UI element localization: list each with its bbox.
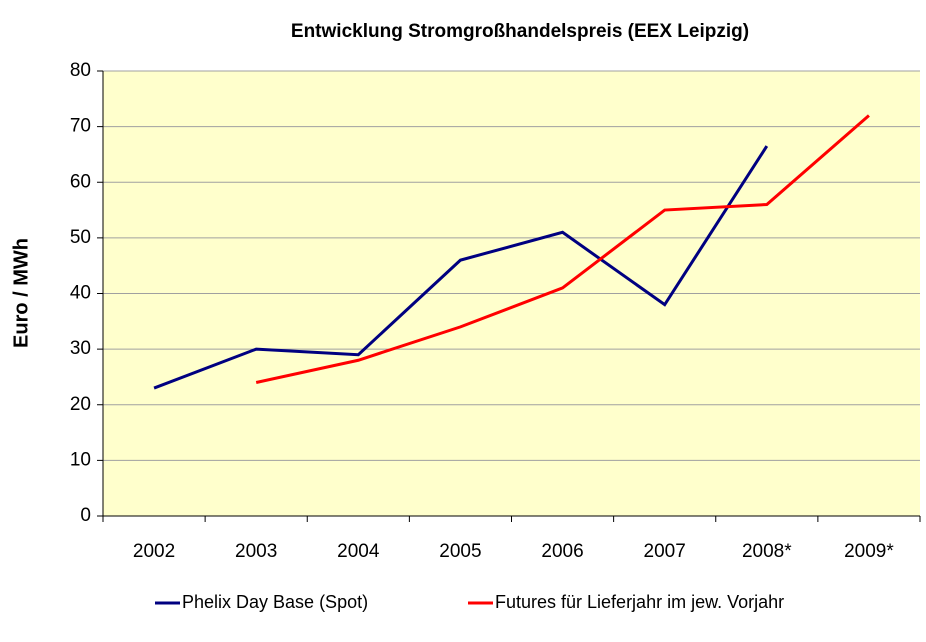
y-tick-label: 80 bbox=[70, 60, 91, 81]
x-tick-label: 2002 bbox=[133, 541, 175, 562]
x-tick-label: 2007 bbox=[644, 541, 686, 562]
x-tick-label: 2006 bbox=[541, 541, 583, 562]
y-tick-label: 20 bbox=[70, 394, 91, 415]
y-axis-label: Euro / MWh bbox=[10, 238, 32, 348]
y-tick-label: 60 bbox=[70, 171, 91, 192]
y-tick-label: 40 bbox=[70, 283, 91, 304]
y-tick-label: 10 bbox=[70, 449, 91, 470]
x-tick-label: 2003 bbox=[235, 541, 277, 562]
series-line bbox=[255, 114, 870, 384]
y-tick-label: 0 bbox=[80, 505, 91, 526]
y-tick-label: 70 bbox=[70, 116, 91, 137]
x-tick-label: 2005 bbox=[439, 541, 481, 562]
x-tick-label: 2008* bbox=[742, 541, 792, 562]
y-tick-label: 50 bbox=[70, 227, 91, 248]
x-tick-label: 2009* bbox=[844, 541, 894, 562]
y-tick-label: 30 bbox=[70, 338, 91, 359]
legend-label: Futures für Lieferjahr im jew. Vorjahr bbox=[495, 592, 784, 612]
legend-label: Phelix Day Base (Spot) bbox=[182, 592, 368, 612]
chart-title: Entwicklung Stromgroßhandelspreis (EEX L… bbox=[291, 21, 749, 42]
x-tick-label: 2004 bbox=[337, 541, 380, 562]
series-line bbox=[153, 145, 769, 390]
